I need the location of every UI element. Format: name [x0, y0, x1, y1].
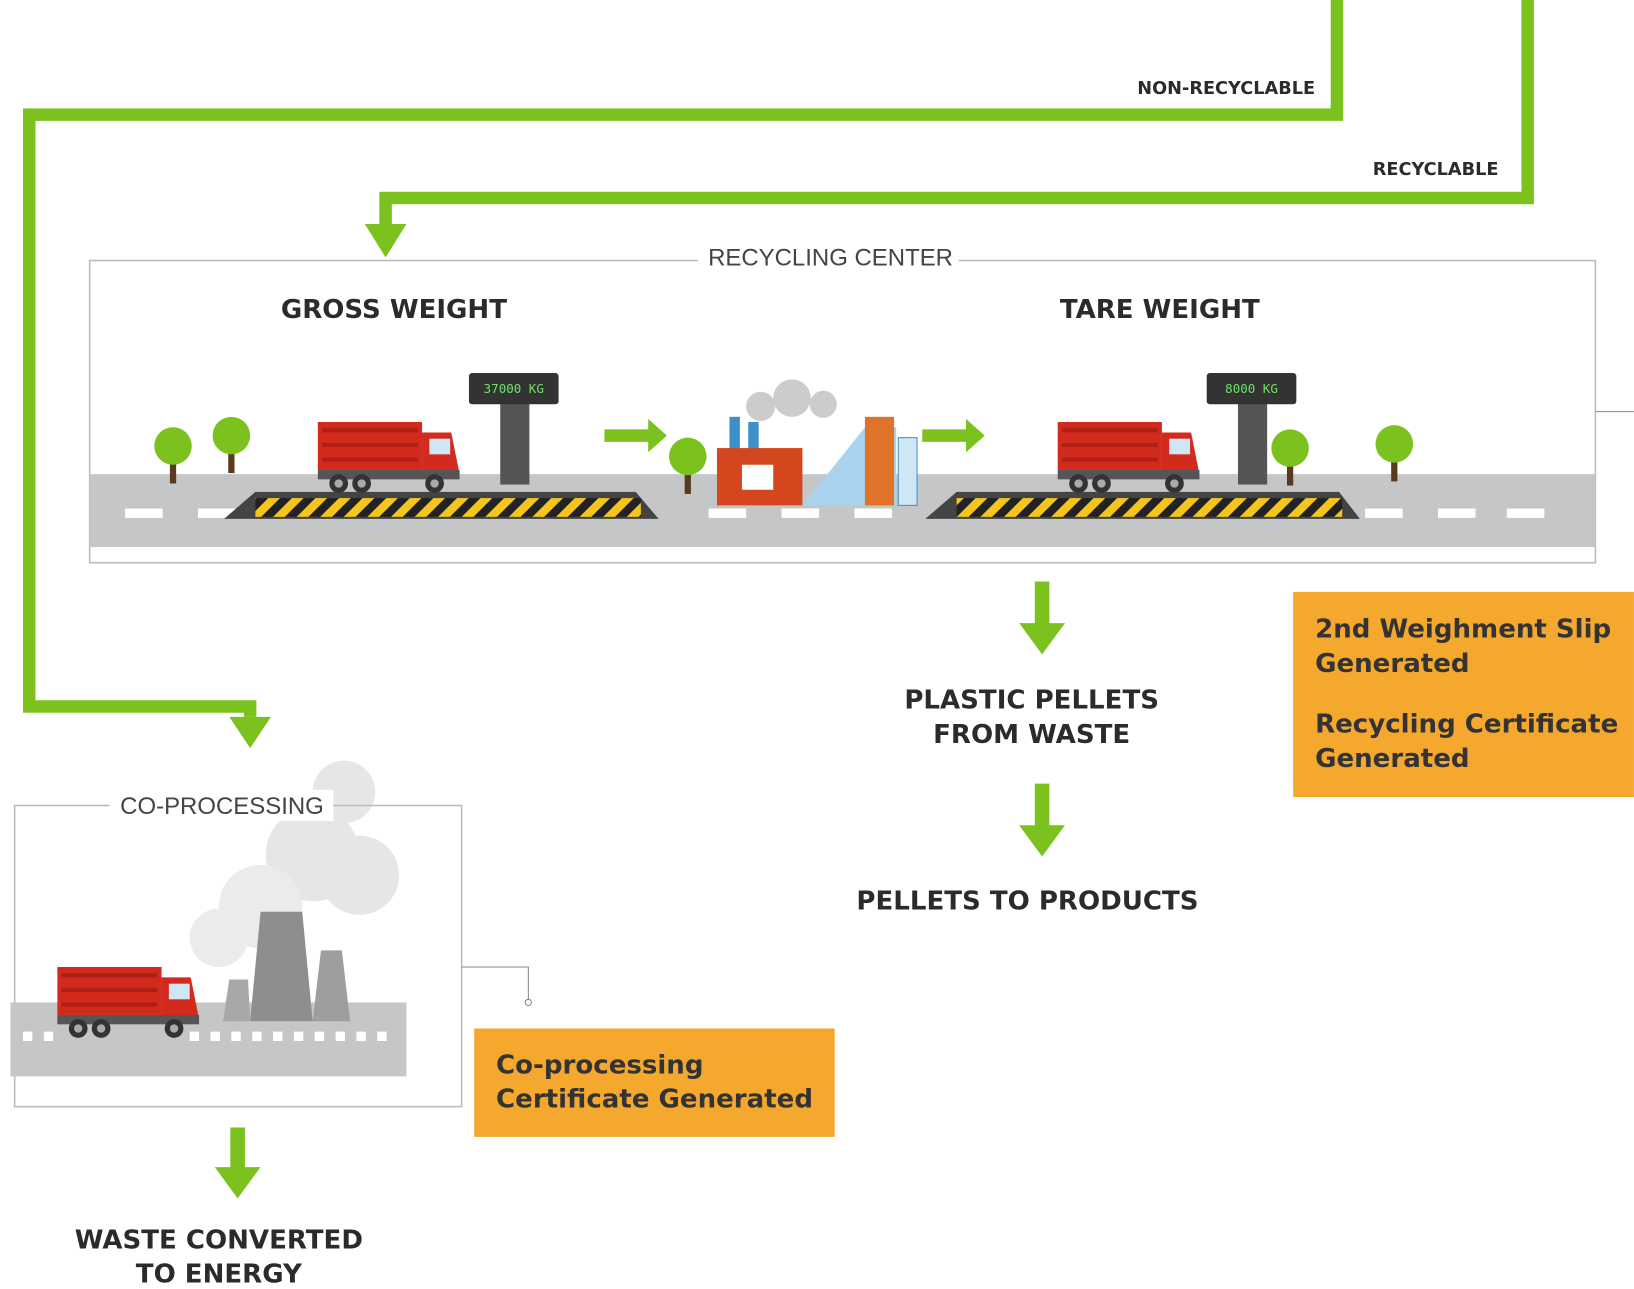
shape: [215, 1127, 261, 1198]
shape: [1365, 509, 1403, 518]
shape: [462, 967, 529, 1002]
shape: [315, 1032, 324, 1041]
shape: [1238, 401, 1267, 484]
shape: [742, 465, 773, 490]
shape: [252, 1032, 261, 1041]
tree: [1376, 425, 1414, 481]
shape: [336, 1032, 345, 1041]
shape: [746, 392, 775, 421]
shape: [957, 498, 1343, 517]
stage-label: GROSS WEIGHT: [281, 295, 507, 325]
shape: [125, 509, 163, 518]
shape: [23, 1032, 32, 1041]
output-text: PELLETS TO PRODUCTS: [856, 887, 1198, 917]
document-text: 2nd Weighment Slip: [1315, 615, 1611, 645]
shape: [1507, 509, 1545, 518]
shape: [709, 509, 747, 518]
flow-label: RECYCLABLE: [1373, 160, 1499, 180]
document-text: Certificate Generated: [496, 1085, 813, 1115]
flow-label: NON-RECYCLABLE: [1137, 79, 1315, 99]
output-text: FROM WASTE: [933, 720, 1130, 750]
shape: [604, 419, 667, 452]
shape: [273, 1032, 282, 1041]
diagram: NON-RECYCLABLE RECYCLABLE RECYCLING CENT…: [0, 0, 1634, 1289]
shape: [231, 1032, 240, 1041]
shape: [29, 0, 1337, 717]
stage-label: TARE WEIGHT: [1060, 295, 1260, 325]
shape: [773, 379, 811, 417]
shape: [356, 1032, 365, 1041]
co-processing-box: [10, 761, 531, 1199]
output-text: WASTE CONVERTED: [75, 1225, 363, 1255]
scale-display: 37000 KG: [484, 381, 544, 396]
shape: [365, 224, 407, 257]
shape: [500, 401, 529, 484]
shape: [1019, 581, 1065, 654]
document-text: Generated: [1315, 744, 1469, 774]
recycling-center-box: [90, 242, 1634, 563]
output-text: PLASTIC PELLETS: [904, 686, 1159, 716]
document-text: Co-processing: [496, 1050, 703, 1080]
shape: [229, 717, 271, 748]
tree: [213, 417, 251, 473]
shape: [211, 1032, 220, 1041]
shape: [922, 419, 985, 452]
shape: [865, 417, 894, 506]
document-text: Generated: [1315, 649, 1469, 679]
shape: [190, 909, 248, 967]
output-text: TO ENERGY: [136, 1260, 303, 1289]
shape: [525, 999, 531, 1005]
shape: [782, 509, 820, 518]
box-title: RECYCLING CENTER: [708, 245, 953, 272]
shape: [1438, 509, 1476, 518]
shape: [44, 1032, 53, 1041]
shape: [250, 912, 313, 1021]
shape: [377, 1032, 386, 1041]
shape: [810, 391, 837, 418]
shape: [294, 1032, 303, 1041]
shape: [1019, 784, 1065, 857]
page: NON-RECYCLABLE RECYCLABLE RECYCLING CENT…: [0, 0, 1634, 1289]
shape: [855, 509, 893, 518]
shape: [320, 836, 399, 915]
shape: [898, 438, 917, 506]
box-title: CO-PROCESSING: [120, 793, 324, 820]
document-text: Recycling Certificate: [1315, 710, 1618, 740]
shape: [223, 980, 250, 1022]
shape: [313, 950, 351, 1021]
scale-display: 8000 KG: [1225, 381, 1278, 396]
shape: [255, 498, 641, 517]
shape: [190, 1032, 199, 1041]
document-box: [474, 1028, 835, 1136]
